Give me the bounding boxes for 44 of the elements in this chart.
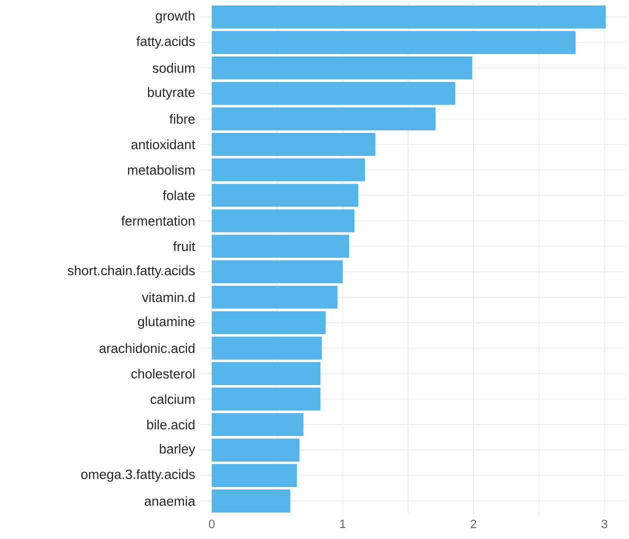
bar [212,107,436,130]
bar [212,6,606,28]
bar [212,31,576,54]
y-tick-label: sodium [152,63,194,73]
x-tick-label: 3 [602,520,608,528]
bar [212,336,322,360]
bar [212,362,320,386]
y-tick-label: bile.acid [147,420,194,430]
y-tick-label: barley [160,444,196,456]
y-tick-label: growth [156,10,194,24]
bar [212,311,326,334]
bar [212,438,300,462]
y-tick-label: fermentation [121,216,194,226]
bar [212,132,376,156]
bar [212,158,365,182]
bar [212,490,290,512]
bar [212,388,320,411]
y-tick-label: calcium [150,394,194,404]
y-tick-label: omega.3.fatty.acids [81,469,195,482]
y-tick-label: short.chain.fatty.acids [68,266,195,278]
y-tick-label: fibre [170,114,195,124]
y-tick-label: folate [162,190,195,200]
y-tick-label: antioxidant [131,139,196,150]
bar [212,82,456,105]
y-tick-label: fruit [173,241,196,252]
y-tick-label: anaemia [144,496,196,506]
y-tick-label: fatty.acids [136,36,195,49]
y-tick-label: glutamine [138,316,195,329]
y-tick-label: butyrate [148,87,195,100]
bar [212,56,472,80]
y-tick-label: metabolism [128,164,194,175]
y-tick-label: arachidonic.acid [100,343,194,354]
bar [212,464,297,487]
y-tick-label: cholesterol [131,368,194,379]
bar [212,413,304,436]
bar [212,286,338,309]
x-tick-label: 0 [208,520,215,528]
bar [212,234,350,258]
bar [212,260,343,284]
bar [212,209,354,232]
x-tick-label: 1 [340,520,346,528]
bar [212,184,358,207]
y-tick-label: vitamin.d [142,292,194,302]
x-tick-label: 2 [470,520,476,528]
